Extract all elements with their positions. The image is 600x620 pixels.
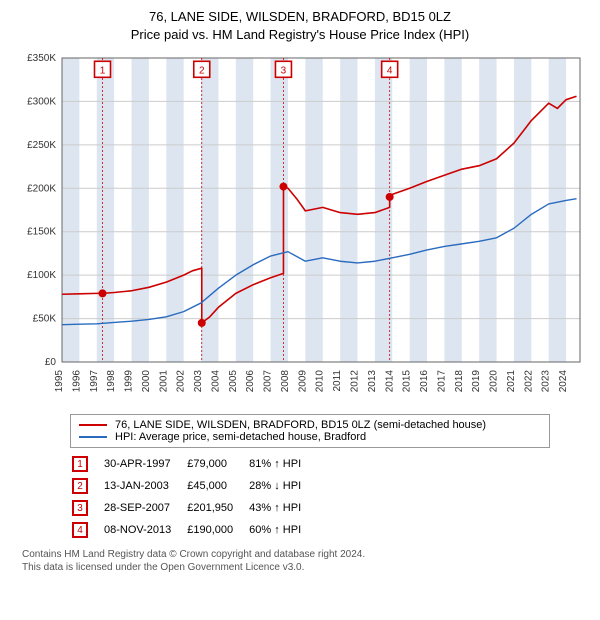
sale-marker-label: 3: [281, 66, 287, 77]
xtick-label: 2012: [350, 370, 361, 393]
table-cell: 28-SEP-2007: [104, 498, 185, 518]
table-cell: 13-JAN-2003: [104, 476, 185, 496]
table-cell: £201,950: [187, 498, 247, 518]
table-cell: 1: [72, 454, 102, 474]
legend-label: HPI: Average price, semi-detached house,…: [115, 431, 366, 443]
sale-marker-box: 2: [72, 478, 88, 494]
table-cell: 60% ↑ HPI: [249, 520, 315, 540]
table-cell: £79,000: [187, 454, 247, 474]
table-row: 2 13-JAN-2003£45,00028% ↓ HPI: [72, 476, 315, 496]
sale-marker-label: 2: [199, 66, 205, 77]
table-row: 1 30-APR-1997£79,00081% ↑ HPI: [72, 454, 315, 474]
table-row: 4 08-NOV-2013£190,00060% ↑ HPI: [72, 520, 315, 540]
ytick-label: £250K: [27, 140, 56, 151]
xtick-label: 2009: [297, 370, 308, 393]
xtick-label: 2014: [384, 370, 395, 393]
footnote-line1: Contains HM Land Registry data © Crown c…: [22, 548, 590, 561]
page: 76, LANE SIDE, WILSDEN, BRADFORD, BD15 0…: [0, 0, 600, 584]
xtick-label: 2024: [558, 370, 569, 393]
xtick-label: 2020: [489, 370, 500, 393]
xtick-label: 2018: [454, 370, 465, 393]
legend-swatch: [79, 424, 107, 426]
ytick-label: £300K: [27, 97, 56, 108]
xtick-label: 2010: [315, 370, 326, 393]
sale-marker-label: 1: [100, 66, 106, 77]
xtick-label: 2006: [245, 370, 256, 393]
sale-marker-box: 4: [72, 522, 88, 538]
ytick-label: £50K: [33, 314, 57, 325]
ytick-label: £350K: [27, 53, 56, 64]
xtick-label: 2004: [210, 370, 221, 393]
xtick-label: 1999: [124, 370, 135, 393]
xtick-label: 2003: [193, 370, 204, 393]
ytick-label: £200K: [27, 184, 56, 195]
sale-marker-box: 1: [72, 456, 88, 472]
legend-label: 76, LANE SIDE, WILSDEN, BRADFORD, BD15 0…: [115, 419, 486, 431]
chart: £0 £50K £100K £150K £200K £250K £300K £350K 1995…: [10, 48, 590, 408]
xtick-label: 2015: [402, 370, 413, 393]
legend-swatch: [79, 436, 107, 438]
xtick-label: 2000: [141, 370, 152, 393]
table-cell: 3: [72, 498, 102, 518]
xtick-label: 2011: [332, 370, 343, 392]
table-cell: £190,000: [187, 520, 247, 540]
xtick-label: 2013: [367, 370, 378, 393]
xtick-label: 1996: [71, 370, 82, 393]
xtick-label: 2016: [419, 370, 430, 393]
xtick-label: 2022: [523, 370, 534, 393]
table-cell: 2: [72, 476, 102, 496]
xtick-label: 2023: [541, 370, 552, 393]
legend-row: 76, LANE SIDE, WILSDEN, BRADFORD, BD15 0…: [79, 419, 541, 431]
ytick-label: £100K: [27, 271, 56, 282]
footnote: Contains HM Land Registry data © Crown c…: [22, 548, 590, 574]
table-cell: 43% ↑ HPI: [249, 498, 315, 518]
sale-marker-label: 4: [387, 66, 393, 77]
sale-marker-box: 3: [72, 500, 88, 516]
sales-table: 1 30-APR-1997£79,00081% ↑ HPI 2 13-JAN-2003…: [70, 452, 317, 542]
ytick-label: £0: [45, 357, 57, 368]
table-row: 3 28-SEP-2007£201,95043% ↑ HPI: [72, 498, 315, 518]
title-subtitle: Price paid vs. HM Land Registry's House …: [10, 26, 590, 44]
footnote-line2: This data is licensed under the Open Gov…: [22, 561, 590, 574]
title-block: 76, LANE SIDE, WILSDEN, BRADFORD, BD15 0…: [10, 8, 590, 44]
xtick-label: 2005: [228, 370, 239, 393]
title-address: 76, LANE SIDE, WILSDEN, BRADFORD, BD15 0…: [10, 8, 590, 26]
legend-row: HPI: Average price, semi-detached house,…: [79, 431, 541, 443]
chart-svg: £0 £50K £100K £150K £200K £250K £300K £350K 1995…: [10, 48, 590, 408]
table-cell: £45,000: [187, 476, 247, 496]
table-cell: 30-APR-1997: [104, 454, 185, 474]
table-cell: 28% ↓ HPI: [249, 476, 315, 496]
table-cell: 08-NOV-2013: [104, 520, 185, 540]
xtick-label: 1995: [54, 370, 65, 393]
xtick-label: 2001: [158, 370, 169, 393]
xtick-label: 2008: [280, 370, 291, 393]
xtick-label: 2002: [176, 370, 187, 393]
xtick-label: 1998: [106, 370, 117, 393]
xtick-label: 2017: [436, 370, 447, 393]
legend: 76, LANE SIDE, WILSDEN, BRADFORD, BD15 0…: [70, 414, 550, 448]
xtick-label: 1997: [89, 370, 100, 393]
table-cell: 81% ↑ HPI: [249, 454, 315, 474]
xtick-label: 2007: [263, 370, 274, 393]
table-cell: 4: [72, 520, 102, 540]
xtick-label: 2019: [471, 370, 482, 393]
ytick-label: £150K: [27, 227, 56, 238]
xtick-label: 2021: [506, 370, 517, 393]
